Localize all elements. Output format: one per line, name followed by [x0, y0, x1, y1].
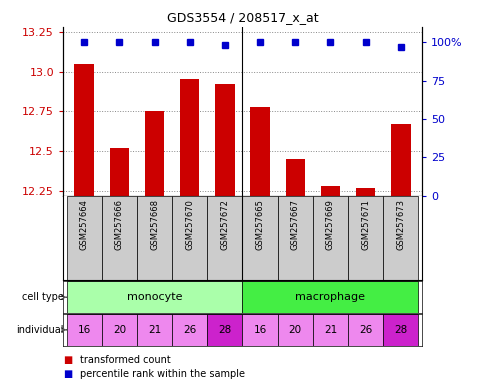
Bar	[145, 111, 164, 196]
Bar	[180, 79, 199, 196]
Text: GSM257668: GSM257668	[150, 199, 159, 250]
Text: GSM257673: GSM257673	[395, 199, 405, 250]
Text: GSM257669: GSM257669	[325, 199, 334, 250]
Text: transformed count: transformed count	[80, 355, 170, 365]
Text: GSM257667: GSM257667	[290, 199, 299, 250]
Bar	[172, 196, 207, 280]
Bar	[66, 281, 242, 313]
Bar	[382, 196, 418, 280]
Text: 16: 16	[253, 325, 266, 335]
Text: 28: 28	[393, 325, 407, 335]
Bar	[109, 148, 129, 196]
Bar	[66, 314, 102, 346]
Bar	[75, 63, 93, 196]
Bar	[102, 314, 136, 346]
Text: GSM257664: GSM257664	[79, 199, 89, 250]
Bar	[136, 196, 172, 280]
Text: macrophage: macrophage	[295, 292, 365, 302]
Text: 26: 26	[183, 325, 196, 335]
Bar	[355, 188, 375, 196]
Bar	[312, 314, 348, 346]
Text: GSM257670: GSM257670	[185, 199, 194, 250]
Bar	[277, 196, 312, 280]
Bar	[277, 314, 312, 346]
Text: individual: individual	[16, 325, 66, 335]
Bar	[242, 314, 277, 346]
Bar	[207, 314, 242, 346]
Bar	[207, 196, 242, 280]
Title: GDS3554 / 208517_x_at: GDS3554 / 208517_x_at	[166, 11, 318, 24]
Bar	[312, 196, 348, 280]
Text: 20: 20	[288, 325, 301, 335]
Text: 20: 20	[113, 325, 126, 335]
Bar	[348, 314, 382, 346]
Text: 28: 28	[218, 325, 231, 335]
Text: 21: 21	[148, 325, 161, 335]
Bar	[285, 159, 304, 196]
Text: GSM257672: GSM257672	[220, 199, 229, 250]
Text: GSM257666: GSM257666	[115, 199, 123, 250]
Bar	[215, 84, 234, 196]
Text: 16: 16	[77, 325, 91, 335]
Text: 21: 21	[323, 325, 336, 335]
Text: cell type: cell type	[22, 292, 66, 302]
Bar	[391, 124, 409, 196]
Text: percentile rank within the sample: percentile rank within the sample	[80, 369, 244, 379]
Bar	[348, 196, 382, 280]
Bar	[136, 314, 172, 346]
Bar	[172, 314, 207, 346]
Bar	[242, 196, 277, 280]
Text: ■: ■	[63, 355, 72, 365]
Bar	[320, 186, 339, 196]
Text: 26: 26	[358, 325, 372, 335]
Text: ■: ■	[63, 369, 72, 379]
Text: monocyte: monocyte	[126, 292, 182, 302]
Bar	[102, 196, 136, 280]
Bar	[242, 281, 418, 313]
Text: GSM257671: GSM257671	[361, 199, 369, 250]
Bar	[250, 107, 269, 196]
Bar	[66, 196, 102, 280]
Text: GSM257665: GSM257665	[255, 199, 264, 250]
Bar	[382, 314, 418, 346]
